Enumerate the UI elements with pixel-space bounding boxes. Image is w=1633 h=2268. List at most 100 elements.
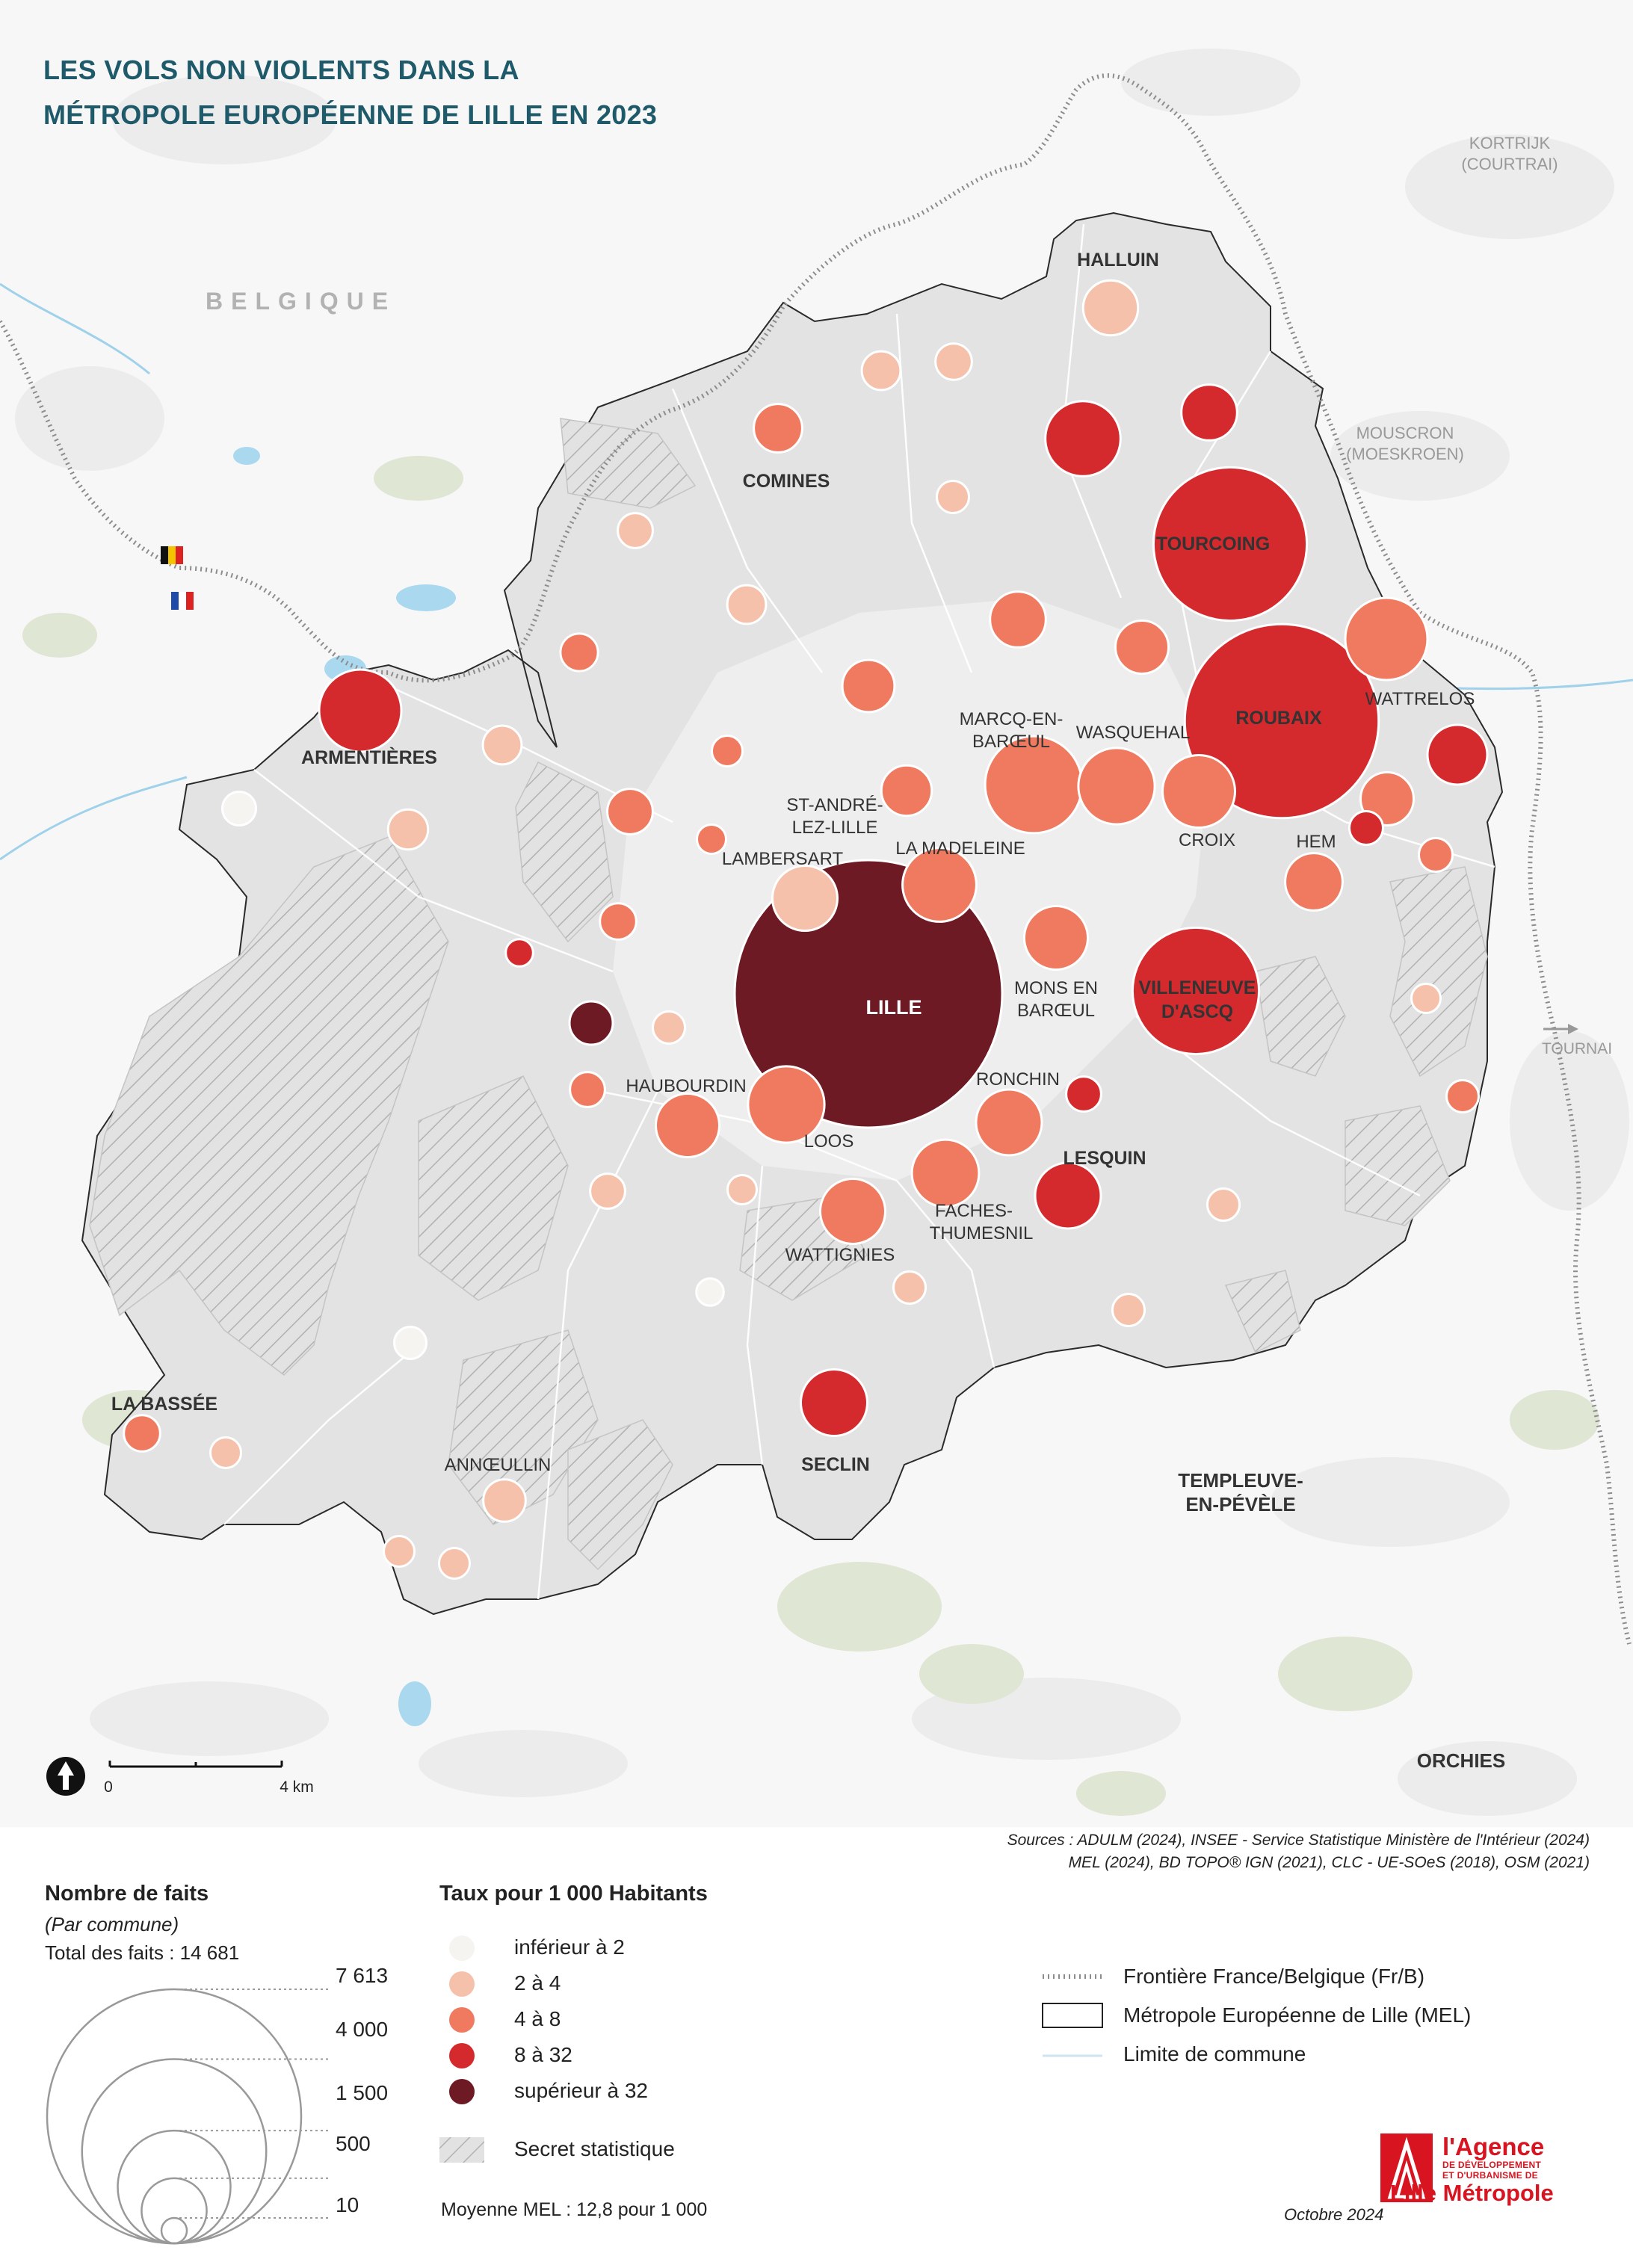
label-templeuve-1: TEMPLEUVE- — [1178, 1469, 1303, 1492]
size-legend-circle-2 — [117, 2129, 232, 2245]
symbol-halluin — [1081, 279, 1140, 337]
label-halluin: HALLUIN — [1077, 250, 1159, 271]
mel-average: Moyenne MEL : 12,8 pour 1 000 — [441, 2199, 708, 2220]
label-wasquehal: WASQUEHAL — [1076, 723, 1190, 743]
symbol-la-madeleine — [901, 847, 978, 923]
symbol-villeneuve-d-ascq — [1131, 926, 1261, 1056]
size-value-1: 4 000 — [336, 2018, 389, 2041]
size-legend-circle-4 — [160, 2216, 188, 2245]
size-legend-title: Nombre de faits — [45, 1882, 209, 1906]
agency-line-4: Lille Métropole — [1390, 2180, 1554, 2206]
label-wattrelos: WATTRELOS — [1365, 689, 1475, 709]
symbol-armentieres — [318, 668, 403, 753]
symbol-marquette-lez-lille — [841, 658, 896, 714]
label-mouscron: MOUSCRON — [1356, 424, 1454, 442]
symbol-wasquehal — [1077, 747, 1156, 826]
size-legend-subtitle: (Par commune) — [45, 1913, 179, 1935]
rate-class-2: 4 à 8 — [514, 2007, 561, 2030]
symbol-englos — [568, 1000, 614, 1046]
map-date: Octobre 2024 — [1284, 2205, 1384, 2224]
label-armentieres: ARMENTIÈRES — [301, 747, 437, 768]
label-lesquin: LESQUIN — [1063, 1148, 1146, 1169]
tournai-arrow-icon — [1543, 1024, 1578, 1034]
symbol-wattignies — [819, 1178, 886, 1245]
scale-zero: 0 — [104, 1779, 113, 1796]
symbol-la-chapelle-d-armentieres — [386, 808, 430, 851]
size-legend-circle-3 — [141, 2177, 208, 2245]
label-la-madeleine: LA MADELEINE — [895, 838, 1025, 859]
symbol-loos — [747, 1065, 826, 1144]
rate-class-4: supérieur à 32 — [514, 2079, 649, 2102]
map-labels: BELGIQUE KORTRIJK (COURTRAI) MOUSCRON (M… — [111, 134, 1612, 1772]
label-standre-2: LEZ-LILLE — [792, 818, 878, 838]
symbol-escobecques — [504, 938, 534, 968]
symbol-roncq — [934, 342, 973, 381]
size-legend-circle-0 — [46, 1988, 303, 2245]
rate-legend-title: Taux pour 1 000 Habitants — [439, 1882, 708, 1906]
label-haubourdin: HAUBOURDIN — [626, 1076, 746, 1096]
symbol-erquinghem-lys — [221, 791, 257, 826]
label-belgique: BELGIQUE — [206, 288, 396, 315]
symbol-croix — [1161, 754, 1236, 829]
symbol-faches-thumesnil — [910, 1138, 981, 1208]
label-comines: COMINES — [743, 471, 830, 492]
symbol-allennes — [383, 1535, 416, 1568]
symbol-salome — [209, 1436, 242, 1469]
symbol-santes — [589, 1172, 626, 1210]
scale-bar — [108, 1761, 283, 1768]
symbol-noyelles — [695, 1277, 725, 1307]
rate-swatch-0 — [449, 1935, 475, 1961]
label-annoeullin: ANNŒULLIN — [445, 1455, 552, 1475]
agency-name: l'Agence DE DÉVELOPPEMENT ET D'URBANISME… — [1390, 2134, 1554, 2206]
symbol-tourcoing — [1152, 466, 1309, 622]
label-villeneuve-1: VILLENEUVE — [1139, 977, 1256, 998]
france-flag-icon — [171, 592, 194, 610]
label-hem: HEM — [1296, 832, 1336, 852]
label-mons-2: BARŒUL — [1017, 1001, 1095, 1021]
size-value-3: 500 — [336, 2132, 371, 2155]
symbol-wattrelos — [1344, 596, 1429, 682]
symbol-perenchies — [559, 632, 599, 673]
north-arrow-icon — [46, 1757, 85, 1796]
size-value-2: 1 500 — [336, 2081, 389, 2104]
size-value-0: 7 613 — [336, 1964, 389, 1987]
symbol-capinghem — [606, 788, 654, 835]
symbol-roubaix — [1183, 622, 1380, 820]
agency-line-3: ET D'URBANISME DE — [1442, 2170, 1538, 2181]
label-faches-1: FACHES- — [935, 1201, 1013, 1221]
size-legend — [46, 1988, 329, 2245]
sources: Sources : ADULM (2024), INSEE - Service … — [768, 1829, 1590, 1874]
belgium-flag-icon — [161, 546, 183, 564]
symbol-sequedin — [652, 1010, 686, 1045]
sources-line-1: Sources : ADULM (2024), INSEE - Service … — [1007, 1832, 1590, 1849]
symbol-sainghin — [1206, 1187, 1241, 1222]
label-courtrai: (COURTRAI) — [1461, 155, 1558, 173]
symbol-quesnoy-sur-deule — [726, 584, 768, 625]
symbol-lesquin — [1034, 1161, 1102, 1230]
label-loos: LOOS — [804, 1131, 854, 1152]
symbol-linselles — [1180, 383, 1238, 442]
secret-label: Secret statistique — [514, 2137, 675, 2160]
rate-swatch-4 — [449, 2079, 475, 2104]
symbol-neuville-en-ferrain — [1044, 400, 1122, 478]
label-mons-1: MONS EN — [1014, 978, 1098, 998]
symbol-ronchin — [975, 1088, 1043, 1157]
symbol-anstaing — [1111, 1293, 1146, 1327]
label-ronchin: RONCHIN — [976, 1069, 1060, 1090]
label-croix: CROIX — [1179, 830, 1235, 850]
rate-swatch-1 — [449, 1971, 475, 1997]
label-la-bassee: LA BASSÉE — [111, 1393, 217, 1415]
symbol-prémesques — [599, 902, 638, 941]
symbol-carvin-side — [438, 1547, 471, 1580]
symbol-mouvaux — [1114, 619, 1170, 675]
label-standre-1: ST-ANDRÉ- — [786, 795, 883, 815]
size-legend-circle-1 — [81, 2058, 268, 2245]
symbol-willems — [1445, 1079, 1480, 1113]
sources-line-2: MEL (2024), BD TOPO® IGN (2021), CLC - U… — [1068, 1854, 1590, 1871]
rate-swatch-2 — [449, 2007, 475, 2033]
symbol-annoeullin — [482, 1478, 527, 1523]
label-tournai: TOURNAI — [1542, 1040, 1612, 1057]
symbol-la-bassee — [123, 1414, 161, 1453]
secret-areas — [89, 418, 1488, 1571]
